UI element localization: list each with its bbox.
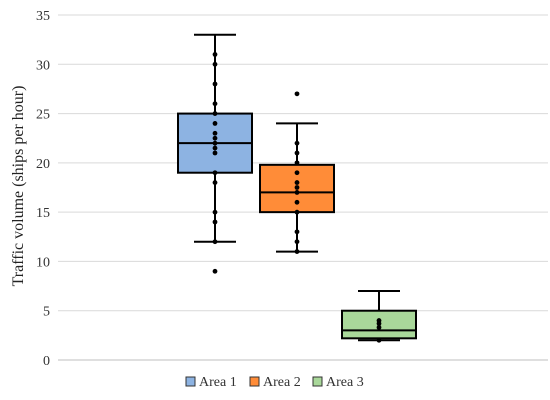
data-point xyxy=(294,209,300,215)
y-tick-label: 15 xyxy=(36,206,50,221)
data-point xyxy=(294,190,300,195)
legend-label: Area 1 xyxy=(199,375,237,390)
legend-swatch xyxy=(185,376,196,387)
box-1 xyxy=(177,33,253,274)
box-series xyxy=(177,33,417,343)
data-point xyxy=(212,150,218,156)
data-point xyxy=(212,130,218,136)
legend-item-1: Area 1 xyxy=(185,375,237,390)
data-point xyxy=(294,249,300,254)
y-tick-label: 35 xyxy=(36,9,50,24)
legend-swatch xyxy=(312,376,323,387)
legend-item-3: Area 3 xyxy=(312,375,364,390)
data-point xyxy=(212,145,218,151)
y-tick-labels: 0 5 10 15 20 25 30 35 xyxy=(36,9,50,369)
legend-item-2: Area 2 xyxy=(249,375,301,390)
data-point xyxy=(212,81,218,87)
data-point xyxy=(294,150,300,156)
data-point xyxy=(212,121,218,126)
y-tick-label: 20 xyxy=(36,157,50,172)
y-tick-label: 0 xyxy=(43,354,50,369)
y-tick-label: 25 xyxy=(36,108,50,123)
legend-label: Area 3 xyxy=(326,375,364,390)
y-tick-label: 30 xyxy=(36,58,50,73)
data-point xyxy=(212,170,218,176)
box-3 xyxy=(341,290,417,343)
data-point xyxy=(376,337,382,343)
data-point xyxy=(212,219,218,225)
data-point xyxy=(294,229,300,235)
data-point xyxy=(212,135,218,141)
data-point xyxy=(294,185,300,190)
y-axis-title: Traffic volume (ships per hour) xyxy=(10,86,27,287)
gridlines xyxy=(58,14,548,312)
data-point xyxy=(212,239,218,245)
data-point xyxy=(294,160,300,166)
y-tick-label: 10 xyxy=(36,255,50,270)
data-point xyxy=(294,199,300,205)
data-point xyxy=(294,239,300,245)
legend: Area 1 Area 2 Area 3 xyxy=(185,375,364,390)
data-point xyxy=(212,101,218,107)
data-point xyxy=(212,61,218,67)
legend-swatch xyxy=(249,376,260,387)
box-2 xyxy=(259,91,335,254)
data-point xyxy=(294,180,300,185)
data-point xyxy=(212,140,218,146)
data-point xyxy=(294,170,300,176)
legend-label: Area 2 xyxy=(263,375,301,390)
data-point xyxy=(212,111,218,116)
data-point xyxy=(294,140,300,146)
data-point xyxy=(212,180,218,185)
data-point xyxy=(294,91,300,97)
data-point xyxy=(376,318,382,323)
data-point xyxy=(212,268,218,274)
data-point xyxy=(212,209,218,215)
y-tick-label: 5 xyxy=(43,305,50,320)
data-point xyxy=(212,52,218,57)
data-point xyxy=(376,325,382,330)
